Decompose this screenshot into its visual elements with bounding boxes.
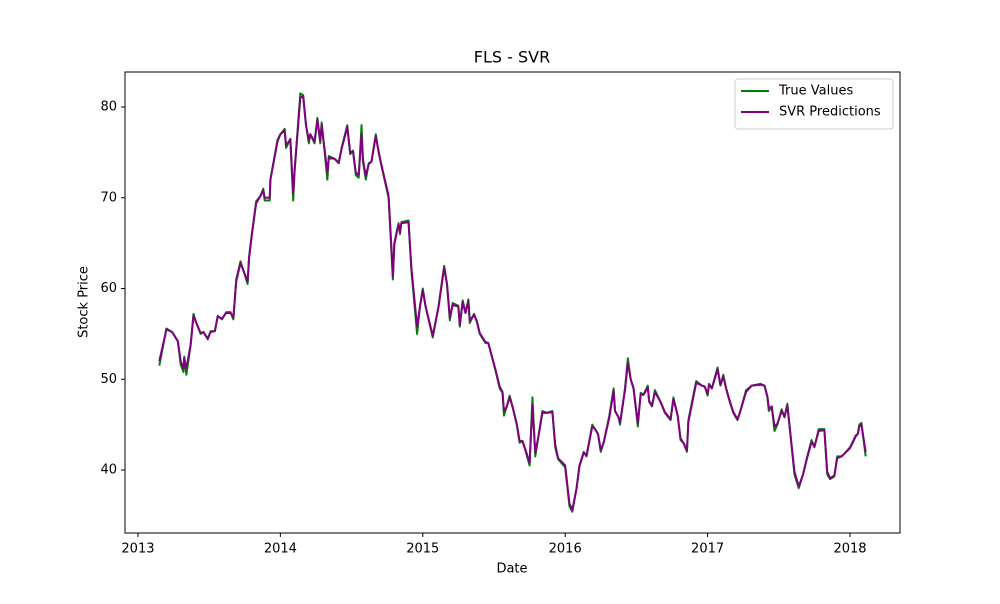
x-tick-label: 2014 [264,542,297,557]
x-axis-label: Date [496,562,527,577]
series-line [158,92,867,513]
x-tick-label: 2013 [121,542,154,557]
legend-box [734,78,894,130]
plot-frame [124,71,901,534]
y-tick-label: 50 [100,372,117,387]
y-tick-label: 40 [100,463,117,478]
y-tick-label: 70 [100,190,117,205]
x-tick-label: 2015 [406,542,439,557]
legend-label: SVR Predictions [779,105,881,120]
x-tick-label: 2018 [833,542,866,557]
y-tick-label: 60 [100,281,117,296]
x-tick-label: 2016 [549,542,582,557]
x-tick-label: 2017 [691,542,724,557]
legend-label: True Values [778,84,853,99]
chart-title: FLS - SVR [474,48,550,67]
y-tick-label: 80 [100,100,117,115]
y-axis-label: Stock Price [77,266,92,338]
series-line [158,95,867,511]
